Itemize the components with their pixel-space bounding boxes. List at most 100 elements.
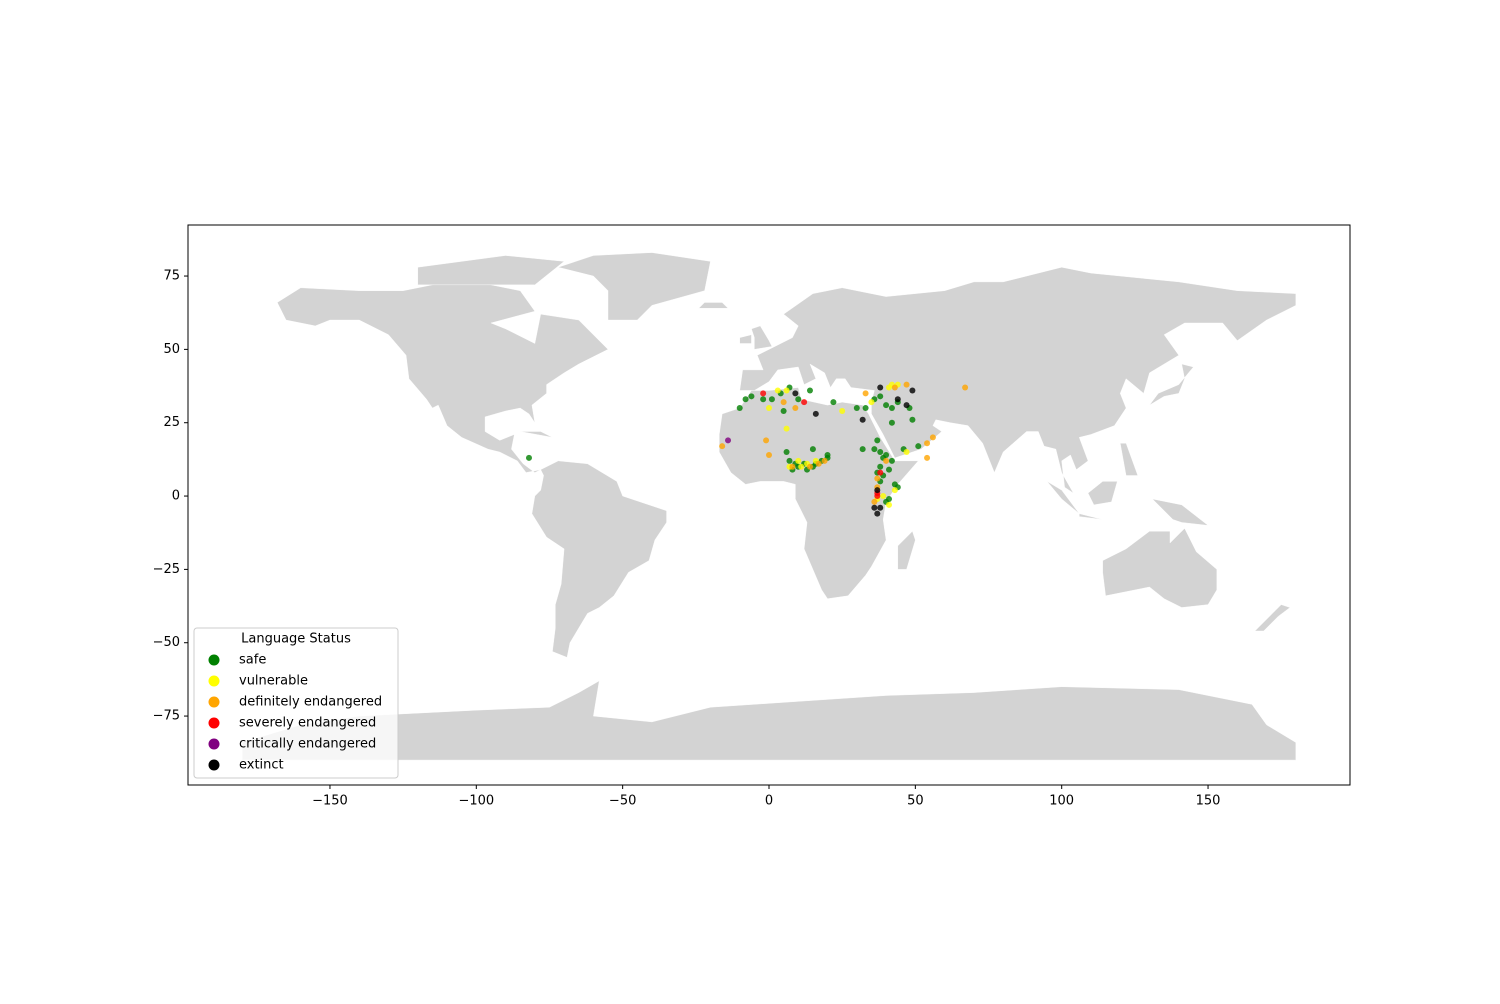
point	[786, 457, 793, 464]
point	[859, 446, 866, 453]
point	[795, 396, 802, 403]
legend-label: severely endangered	[239, 716, 376, 731]
point	[877, 449, 884, 456]
point	[877, 463, 884, 470]
point	[725, 437, 732, 444]
point	[886, 466, 893, 473]
legend-marker	[208, 675, 220, 687]
point	[891, 487, 898, 494]
point	[962, 384, 969, 391]
x-tick-label: 150	[1196, 794, 1221, 809]
point	[809, 446, 816, 453]
point	[888, 457, 895, 464]
point	[763, 437, 770, 444]
y-tick-label: 75	[163, 269, 180, 284]
point	[862, 390, 869, 397]
point	[780, 407, 787, 414]
points	[525, 381, 969, 517]
point	[874, 475, 881, 482]
point	[886, 501, 893, 508]
legend-marker	[208, 654, 220, 666]
point	[760, 396, 767, 403]
point	[789, 463, 796, 470]
point	[888, 405, 895, 412]
legend-marker	[208, 759, 220, 771]
point	[719, 443, 726, 450]
point	[792, 390, 799, 397]
point	[853, 405, 860, 412]
legend-marker	[208, 717, 220, 729]
point	[894, 396, 901, 403]
point	[798, 463, 805, 470]
point	[780, 399, 787, 406]
axes: −150 −100 −50 0 50 100 150 −75 −50 −25 0 25 50 75	[153, 269, 1221, 809]
point	[859, 416, 866, 423]
point	[862, 405, 869, 412]
legend-title: Language Status	[241, 632, 351, 647]
point	[874, 510, 881, 517]
point	[815, 460, 822, 467]
x-tick-label: 0	[765, 794, 773, 809]
point	[806, 463, 813, 470]
point	[883, 402, 890, 409]
y-tick-label: −50	[153, 635, 180, 650]
point	[824, 451, 831, 458]
point	[903, 402, 910, 409]
point	[880, 493, 887, 500]
point	[525, 454, 532, 461]
legend-label: vulnerable	[239, 674, 308, 689]
point	[909, 416, 916, 423]
point	[766, 451, 772, 458]
point	[883, 457, 890, 464]
point	[839, 407, 846, 414]
point	[774, 387, 781, 394]
legend-box	[193, 627, 399, 779]
point	[909, 387, 916, 394]
y-tick-label: 0	[172, 489, 180, 504]
y-tick-label: −75	[153, 709, 180, 724]
legend-label: definitely endangered	[239, 695, 382, 710]
point	[783, 449, 790, 456]
point	[886, 495, 893, 502]
point	[768, 396, 775, 403]
point	[871, 498, 878, 505]
point	[868, 399, 875, 406]
y-tick-label: −25	[153, 562, 180, 577]
point	[877, 469, 884, 476]
legend-marker	[208, 738, 220, 750]
point	[924, 454, 931, 461]
legend-label: safe	[239, 653, 266, 668]
legend: Language Status safe vulnerable definitely…	[193, 627, 399, 779]
y-tick-label: 25	[163, 415, 180, 430]
point	[812, 410, 819, 417]
point	[915, 443, 922, 450]
point	[883, 451, 890, 458]
legend-label: critically endangered	[239, 737, 376, 752]
point	[748, 393, 755, 400]
point	[760, 390, 767, 397]
point	[871, 446, 878, 453]
point	[801, 399, 808, 406]
legend-label: extinct	[239, 758, 284, 773]
x-tick-label: 50	[907, 794, 924, 809]
point	[877, 504, 884, 511]
point	[783, 425, 790, 432]
x-tick-label: −150	[312, 794, 348, 809]
legend-marker	[208, 696, 220, 708]
point	[877, 384, 884, 391]
point	[830, 399, 837, 406]
point	[929, 434, 936, 441]
point	[888, 419, 895, 426]
point	[806, 387, 813, 394]
point	[792, 405, 799, 412]
point	[903, 381, 910, 388]
point	[874, 437, 881, 444]
point	[821, 457, 828, 464]
point	[891, 384, 898, 391]
point	[766, 405, 772, 412]
point	[783, 387, 790, 394]
y-tick-label: 50	[163, 342, 180, 357]
point	[903, 449, 910, 456]
